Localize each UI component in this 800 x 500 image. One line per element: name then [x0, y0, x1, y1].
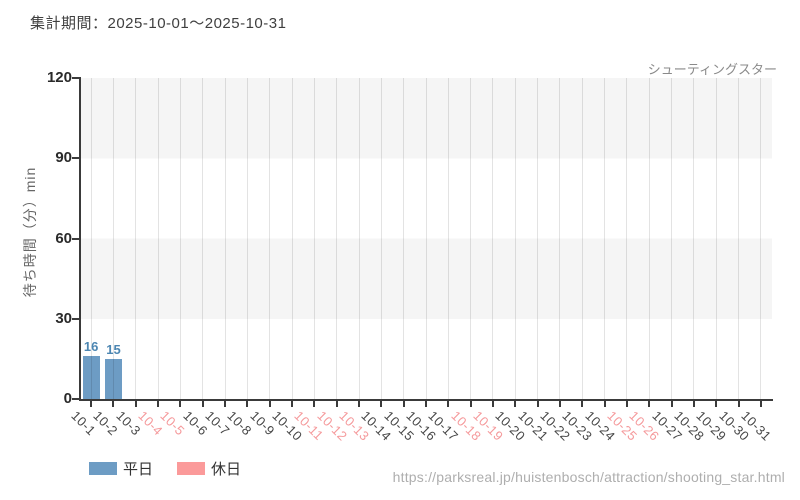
gridline: [693, 78, 695, 399]
gridline: [715, 78, 717, 399]
gridline: [581, 78, 583, 399]
x-tick-label: 10-8: [224, 408, 256, 439]
y-tick: [72, 398, 79, 400]
gridline: [135, 78, 137, 399]
x-tick: [715, 401, 718, 407]
y-tick: [72, 317, 79, 320]
x-tick: [90, 401, 93, 407]
legend-swatch-weekday: [89, 462, 117, 475]
x-tick: [402, 401, 405, 407]
gridline: [648, 78, 650, 399]
x-tick: [201, 401, 204, 407]
x-tick: [358, 401, 361, 407]
gridline: [157, 78, 159, 399]
legend-item-weekday: 平日: [89, 458, 153, 479]
x-tick-label: 10-2: [90, 408, 122, 439]
gridline: [760, 78, 762, 399]
x-tick: [469, 401, 472, 407]
legend-label-holiday: 休日: [211, 461, 242, 478]
gridline: [202, 78, 204, 399]
bar-10-2: [104, 358, 122, 399]
x-tick: [291, 401, 294, 407]
gridline: [604, 78, 606, 399]
gridline: [291, 78, 293, 399]
x-tick: [268, 401, 271, 407]
gridline: [313, 78, 315, 399]
y-axis-spine: [79, 77, 81, 401]
x-tick: [737, 401, 740, 407]
gridline: [358, 78, 360, 399]
gridline: [112, 78, 114, 399]
gridline: [738, 78, 740, 399]
gridline: [559, 78, 561, 399]
gridline: [514, 78, 516, 399]
gridline: [447, 78, 449, 399]
attraction-name-label: シューティングスター: [647, 62, 777, 77]
y-tick-label: 90: [55, 149, 72, 167]
x-tick: [514, 401, 517, 407]
y-tick: [72, 77, 79, 79]
x-tick: [112, 401, 115, 407]
gridline: [246, 78, 248, 399]
legend-item-holiday: 休日: [177, 458, 241, 479]
x-tick: [224, 401, 227, 407]
x-tick: [692, 401, 695, 407]
x-tick: [558, 401, 561, 407]
gridline: [537, 78, 539, 399]
x-tick: [536, 401, 539, 407]
page-title: 集計期間：2025-10-01～2025-10-31: [30, 15, 287, 32]
gridline: [224, 78, 226, 399]
legend-swatch-holiday: [177, 462, 206, 475]
gridline: [626, 78, 628, 399]
y-tick-label: 60: [55, 229, 72, 247]
source-url: https://parksreal.jp/huistenbosch/attrac…: [392, 469, 785, 485]
plot-area: [80, 78, 772, 399]
x-tick: [335, 401, 338, 407]
y-tick-label: 120: [46, 69, 72, 86]
gridline: [470, 78, 472, 399]
y-tick-label: 30: [55, 309, 72, 327]
y-tick-label: 0: [63, 390, 72, 407]
x-tick: [157, 401, 160, 407]
x-tick: [313, 401, 316, 407]
bar-value-label: 15: [106, 341, 121, 357]
bar-value-label: 16: [83, 339, 99, 355]
gridline: [336, 78, 338, 399]
legend: 平日 休日: [89, 458, 241, 479]
x-tick: [447, 401, 450, 407]
x-tick: [491, 401, 494, 407]
x-tick-label: 10-5: [157, 408, 189, 439]
x-tick: [648, 401, 651, 407]
bar-10-1: [82, 356, 100, 399]
gridline: [492, 78, 494, 399]
x-tick-label: 10-9: [247, 408, 278, 439]
x-tick: [179, 401, 182, 407]
x-tick: [625, 401, 628, 407]
gridline: [380, 78, 382, 399]
y-tick: [72, 237, 79, 240]
x-axis-spine: [79, 399, 773, 401]
x-tick: [246, 401, 249, 407]
x-tick: [134, 401, 137, 407]
gridline: [179, 78, 181, 399]
x-tick: [581, 401, 584, 407]
x-tick: [759, 401, 762, 407]
x-tick: [425, 401, 427, 407]
x-tick: [670, 401, 673, 407]
gridline: [269, 78, 271, 399]
gridline: [90, 78, 92, 399]
y-tick: [72, 157, 79, 160]
legend-label-weekday: 平日: [123, 461, 154, 478]
x-tick: [380, 401, 383, 407]
x-tick: [603, 401, 606, 407]
gridline: [425, 78, 427, 399]
gridline: [671, 78, 673, 399]
gridline: [403, 78, 405, 399]
